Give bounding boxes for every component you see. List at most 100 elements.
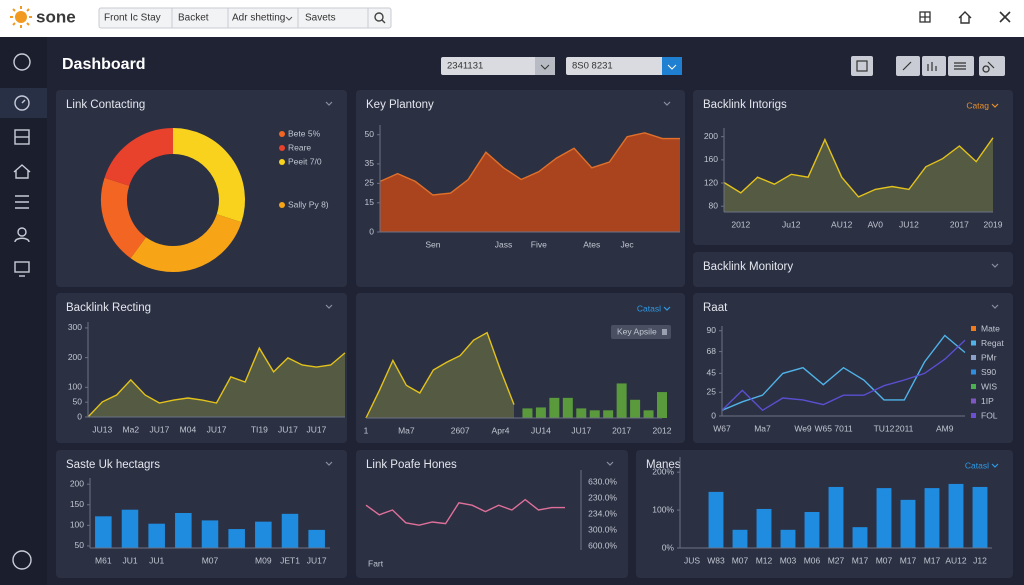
- x-tick-label: JUS: [684, 555, 700, 565]
- x-tick-label: JU13: [92, 424, 112, 434]
- x-tick-label: Ma7: [398, 425, 415, 435]
- chevron: [991, 103, 999, 108]
- select[interactable]: [441, 57, 555, 75]
- x-tick-label: JU17: [307, 555, 327, 565]
- panel-title: Link Contacting: [66, 99, 145, 111]
- panel-title: Manes: [646, 459, 681, 471]
- x-tick-label: JU17: [207, 424, 227, 434]
- x-tick-label: M61: [95, 555, 112, 565]
- bar: [175, 513, 192, 548]
- legend-label: S90: [981, 367, 996, 377]
- y-tick-label: 300: [68, 322, 82, 332]
- x-tick-label: 2017: [950, 219, 969, 229]
- x-tick-label: Sen: [425, 239, 440, 249]
- panel-title: Link Poafe Hones: [366, 459, 457, 471]
- x-tick-label: TU12: [874, 423, 895, 433]
- legend-swatch: [971, 369, 976, 375]
- x-tick-label: M06: [804, 555, 821, 565]
- home-icon[interactable]: [958, 11, 972, 24]
- bar: [255, 521, 272, 548]
- tab[interactable]: Backet: [178, 13, 209, 24]
- y-tick-label: 25: [707, 387, 717, 397]
- legend-label: Sally Py 8): [288, 199, 329, 209]
- x-tick-label: JU14: [531, 425, 551, 435]
- brand: sone: [36, 7, 76, 26]
- legend-label: Bete 5%: [288, 128, 321, 138]
- legend-swatch: [279, 145, 285, 151]
- legend-label: Reare: [288, 142, 311, 152]
- bar: [603, 410, 614, 418]
- bar: [900, 499, 916, 548]
- y-tick-label: 50: [73, 396, 83, 406]
- line: [721, 334, 966, 411]
- y-tick-label: 0: [77, 411, 82, 421]
- toolbar[interactable]: [851, 56, 1005, 76]
- panel: [693, 252, 1013, 287]
- x-tick-label: Five: [531, 239, 547, 249]
- x-tick-label: We9: [794, 423, 812, 433]
- select-button[interactable]: [662, 57, 682, 75]
- tab[interactable]: Front Ic Stay: [104, 13, 161, 24]
- select-value: 8S0 8231: [572, 61, 613, 72]
- x-tick-label: JU12: [899, 219, 919, 229]
- x-tick-label: M04: [180, 424, 197, 434]
- search-icon[interactable]: [374, 12, 386, 24]
- line: [365, 331, 515, 419]
- bar: [756, 508, 772, 548]
- x-tick-label: 2019: [984, 219, 1003, 229]
- tab[interactable]: Adr shetting: [232, 13, 285, 24]
- legend-swatch: [279, 159, 285, 165]
- close-icon[interactable]: [999, 11, 1011, 23]
- sidebar-icons[interactable]: [12, 53, 32, 570]
- x-axis-label: Fart: [368, 558, 384, 568]
- y-tick-label: 200: [704, 131, 718, 141]
- bar: [732, 529, 748, 548]
- bar: [643, 410, 654, 418]
- x-tick-label: J12: [973, 555, 987, 565]
- grid-icon[interactable]: [919, 11, 931, 23]
- select-chevron: [540, 64, 550, 70]
- y-tick-label: 0: [711, 410, 716, 420]
- y-tick-label: 120: [704, 177, 718, 187]
- y-tick-label: 50: [365, 129, 375, 139]
- bar: [852, 527, 868, 548]
- x-tick-label: M17: [900, 555, 917, 565]
- legend-swatch: [971, 355, 976, 360]
- legend-swatch: [971, 326, 976, 331]
- legend-swatch: [971, 413, 976, 418]
- x-tick-label: Jec: [620, 239, 634, 249]
- legend-swatch: [971, 340, 976, 346]
- x-tick-label: AU12: [945, 555, 967, 565]
- x-tick-label: Apr4: [492, 425, 510, 435]
- select-button[interactable]: [535, 57, 555, 75]
- donut-segment: [101, 177, 147, 259]
- panel: [356, 450, 628, 578]
- y-tick-label: 0%: [662, 542, 675, 552]
- donut-segment: [104, 128, 174, 187]
- y-tick-label: 15: [365, 197, 375, 207]
- y-tick-label: 35: [365, 158, 375, 168]
- legend-label: Regat: [981, 338, 1004, 348]
- bar: [562, 397, 573, 418]
- bar: [121, 509, 139, 548]
- legend-chip: [611, 325, 671, 339]
- tab[interactable]: Savets: [305, 13, 336, 24]
- area: [380, 132, 680, 232]
- select[interactable]: [566, 57, 682, 75]
- axis-label: 300.0%: [588, 524, 617, 534]
- donut-segment: [172, 128, 245, 223]
- x-tick-label: JU17: [149, 424, 169, 434]
- x-tick-label: M09: [255, 555, 272, 565]
- x-tick-label: 2607: [451, 425, 470, 435]
- dropdown: Catasl: [637, 303, 661, 313]
- y-tick-label: 25: [365, 178, 375, 188]
- bar: [948, 483, 964, 548]
- bar: [828, 486, 844, 548]
- dropdown: Catag: [966, 100, 989, 110]
- x-tick-label: M07: [732, 555, 749, 565]
- legend-label: 1IP: [981, 396, 994, 406]
- panel-title: Backlink Intorigs: [703, 99, 787, 111]
- bar: [708, 491, 724, 548]
- legend-swatch: [279, 202, 285, 208]
